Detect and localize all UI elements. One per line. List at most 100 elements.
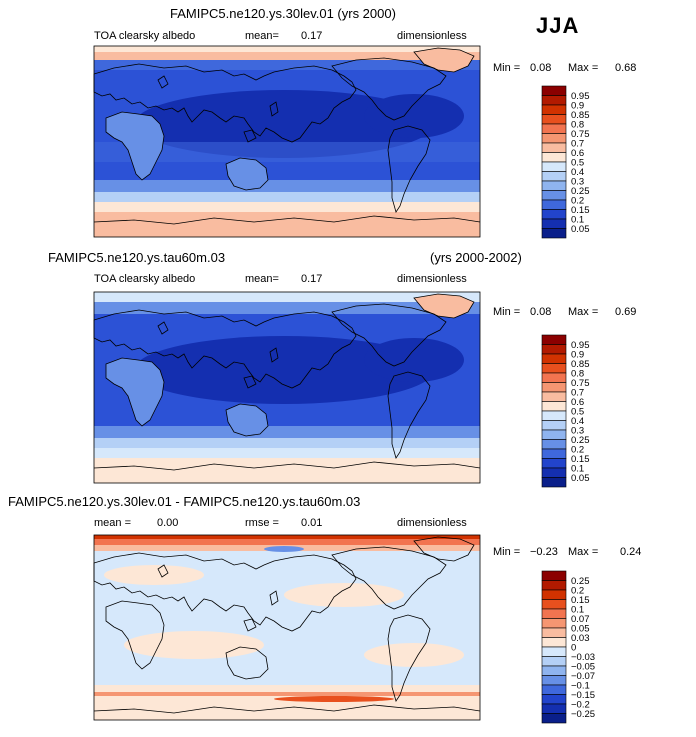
panel-2-colorbar: 0.950.90.850.80.750.70.60.50.40.30.250.2… [541, 334, 590, 488]
colorbar-swatch [541, 401, 567, 412]
panel-3-title: FAMIPC5.ne120.ys.30lev.01 - FAMIPC5.ne12… [8, 494, 361, 509]
colorbar-swatch [541, 684, 567, 695]
colorbar-level-label: −0.2 [571, 700, 590, 711]
colorbar-swatch [541, 656, 567, 667]
colorbar-level-label: 0.8 [571, 369, 584, 380]
colorbar-level-label: −0.03 [571, 652, 595, 663]
colorbar-swatch [541, 161, 567, 172]
colorbar-swatch [541, 152, 567, 163]
panel-2-variable: TOA clearsky albedo [94, 273, 196, 285]
colorbar-swatch [541, 190, 567, 201]
colorbar-swatch [541, 458, 567, 469]
colorbar-swatch [541, 665, 567, 676]
colorbar-swatch [541, 627, 567, 638]
colorbar-swatch [541, 142, 567, 153]
colorbar-level-label: 0.1 [571, 464, 584, 475]
colorbar-level-label: 0.4 [571, 167, 584, 178]
panel-1-map [93, 45, 481, 238]
colorbar-level-label: −0.05 [571, 662, 595, 673]
colorbar-swatch [541, 420, 567, 431]
colorbar-level-label: 0.15 [571, 205, 590, 216]
panel-3-mean-value: 0.00 [157, 517, 179, 529]
colorbar-swatch [541, 180, 567, 191]
colorbar-level-label: −0.1 [571, 681, 590, 692]
panel-2-title-right: (yrs 2000-2002) [430, 250, 522, 265]
colorbar-swatch [541, 228, 567, 239]
colorbar-swatch [541, 363, 567, 374]
panel-1-min-value: 0.08 [530, 62, 552, 74]
colorbar-level-label: 0.2 [571, 586, 584, 597]
colorbar-level-label: 0.7 [571, 388, 584, 399]
panel-1-max-label: Max = [568, 62, 599, 74]
colorbar-swatch [541, 703, 567, 714]
colorbar-swatch [541, 171, 567, 182]
panel-3-max-value: 0.24 [620, 546, 642, 558]
colorbar-level-label: 0.15 [571, 454, 590, 465]
colorbar-level-label: 0.03 [571, 633, 590, 644]
colorbar-level-label: 0.75 [571, 129, 590, 140]
colorbar-swatch [541, 637, 567, 648]
colorbar-swatch [541, 344, 567, 355]
colorbar-level-label: 0.05 [571, 224, 590, 235]
colorbar-level-label: 0.05 [571, 473, 590, 484]
colorbar-swatch [541, 580, 567, 591]
colorbar-swatch [541, 467, 567, 478]
colorbar-level-label: 0.25 [571, 435, 590, 446]
colorbar-swatch [541, 218, 567, 229]
panel-3-rmse-value: 0.01 [301, 517, 323, 529]
colorbar-level-label: 0.07 [571, 614, 590, 625]
colorbar-swatch [541, 95, 567, 106]
colorbar-level-label: −0.07 [571, 671, 595, 682]
colorbar-swatch [541, 570, 567, 581]
panel-2-map [93, 291, 481, 484]
colorbar-swatch [541, 429, 567, 440]
panel-2-mean-value: 0.17 [301, 273, 323, 285]
panel-2-units: dimensionless [397, 273, 467, 285]
panel-2-max-value: 0.69 [615, 306, 637, 318]
colorbar-swatch [541, 646, 567, 657]
colorbar-level-label: 0.2 [571, 445, 584, 456]
colorbar-swatch [541, 104, 567, 115]
colorbar-swatch [541, 410, 567, 421]
colorbar-level-label: 0.2 [571, 196, 584, 207]
panel-1-variable: TOA clearsky albedo [94, 30, 196, 42]
colorbar-level-label: 0.85 [571, 110, 590, 121]
colorbar-level-label: −0.15 [571, 690, 595, 701]
colorbar-swatch [541, 477, 567, 488]
colorbar-level-label: 0.5 [571, 158, 584, 169]
panel-1-colorbar: 0.950.90.850.80.750.70.60.50.40.30.250.2… [541, 85, 590, 239]
colorbar-level-label: 0.6 [571, 397, 584, 408]
colorbar-level-label: 0.05 [571, 624, 590, 635]
colorbar-swatch [541, 123, 567, 134]
colorbar-level-label: 0 [571, 643, 576, 654]
panel-3-max-label: Max = [568, 546, 599, 558]
panel-1-units: dimensionless [397, 30, 467, 42]
colorbar-level-label: 0.95 [571, 340, 590, 351]
panel-3-mean-label: mean = [94, 517, 131, 529]
panel-3-min-value: −0.23 [530, 546, 558, 558]
colorbar-swatch [541, 372, 567, 383]
colorbar-level-label: 0.15 [571, 595, 590, 606]
panel-3-map [93, 534, 481, 721]
colorbar-level-label: 0.5 [571, 407, 584, 418]
colorbar-swatch [541, 618, 567, 629]
colorbar-level-label: 0.1 [571, 605, 584, 616]
panel-1-title: FAMIPC5.ne120.ys.30lev.01 (yrs 2000) [170, 6, 396, 21]
colorbar-level-label: 0.3 [571, 426, 584, 437]
colorbar-swatch [541, 694, 567, 705]
colorbar-level-label: 0.95 [571, 91, 590, 102]
colorbar-swatch [541, 439, 567, 450]
panel-3-rmse-label: rmse = [245, 517, 279, 529]
season-label: JJA [536, 13, 580, 38]
colorbar-swatch [541, 85, 567, 96]
panel-1-min-label: Min = [493, 62, 521, 74]
colorbar-level-label: 0.9 [571, 350, 584, 361]
colorbar-swatch [541, 353, 567, 364]
colorbar-swatch [541, 209, 567, 220]
panel-1-mean-label: mean= [245, 30, 279, 42]
panel-3-colorbar: 0.250.20.150.10.070.050.030−0.03−0.05−0.… [541, 570, 595, 724]
colorbar-swatch [541, 382, 567, 393]
panel-2-min-label: Min = [493, 306, 521, 318]
colorbar-swatch [541, 675, 567, 686]
colorbar-level-label: −0.25 [571, 709, 595, 720]
